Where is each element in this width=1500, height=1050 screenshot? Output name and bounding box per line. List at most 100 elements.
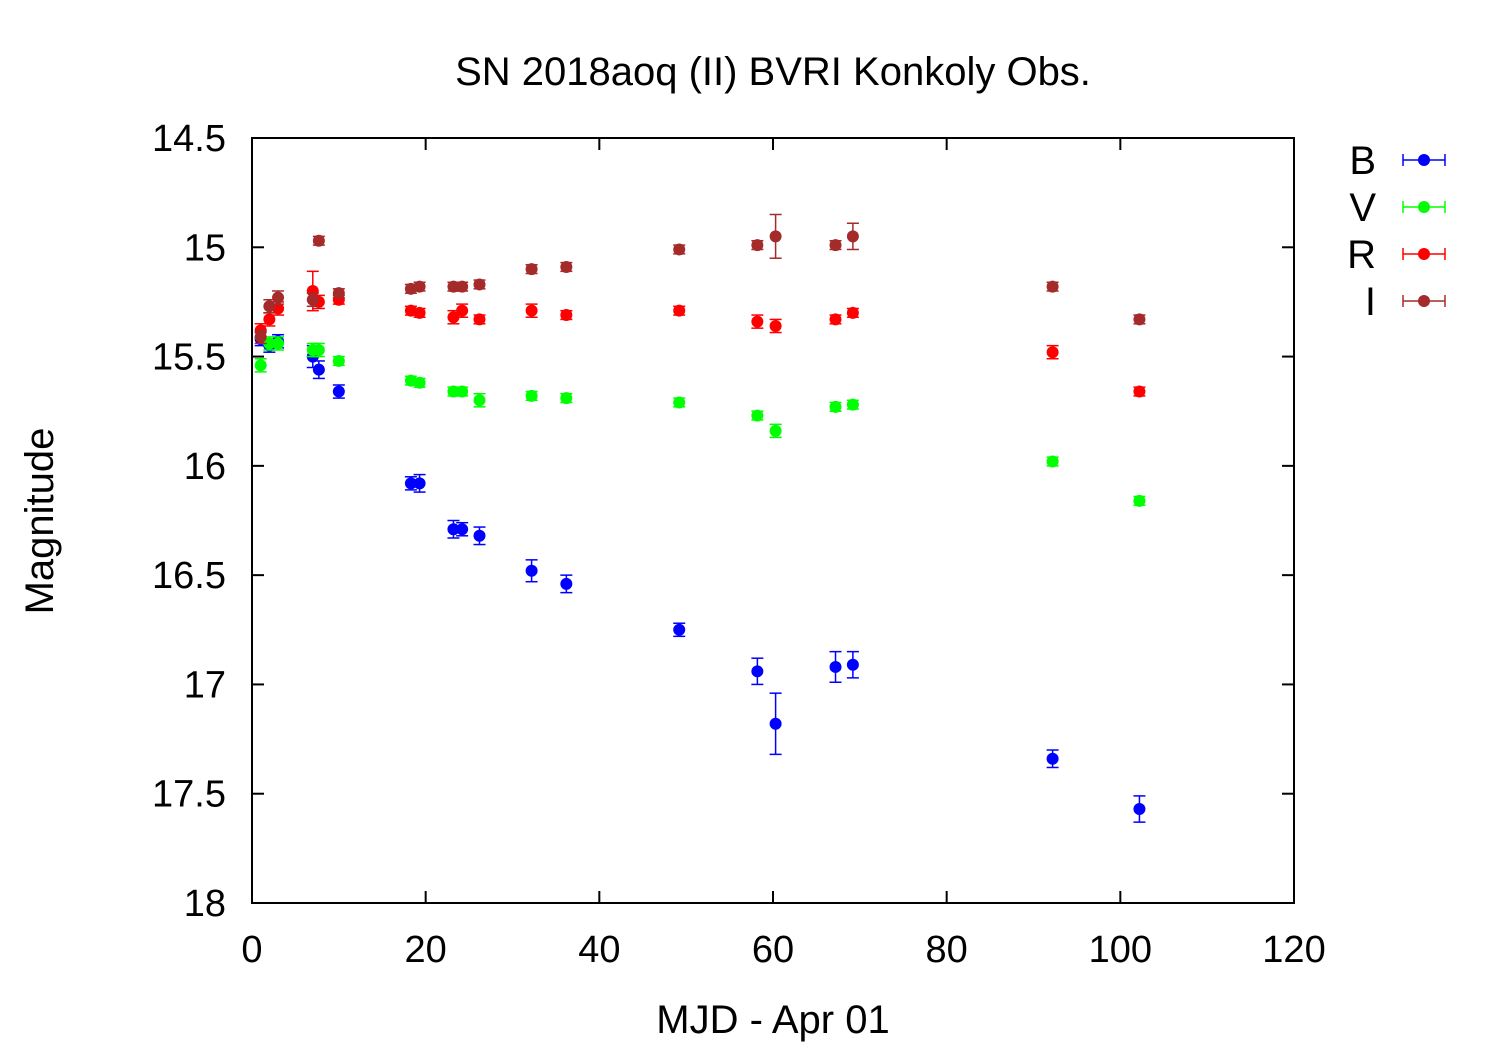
data-point (1046, 280, 1059, 293)
data-point (846, 658, 859, 671)
data-point (769, 230, 782, 243)
data-point (332, 385, 345, 398)
data-point (751, 409, 764, 422)
data-point (829, 239, 842, 252)
data-point (1046, 455, 1059, 468)
data-point (473, 278, 486, 291)
legend-label: R (1347, 233, 1376, 277)
data-point (413, 477, 426, 490)
data-point (272, 291, 285, 304)
x-tick-label: 120 (1262, 929, 1325, 971)
data-point (846, 230, 859, 243)
chart-title: SN 2018aoq (II) BVRI Konkoly Obs. (455, 50, 1091, 94)
y-tick-label: 16 (184, 446, 226, 488)
data-point (769, 424, 782, 437)
data-point (456, 523, 469, 536)
y-tick-label: 14.5 (152, 118, 226, 160)
data-point (560, 577, 573, 590)
data-point (751, 315, 764, 328)
legend-label: I (1365, 280, 1376, 324)
data-point (413, 280, 426, 293)
data-point (456, 280, 469, 293)
data-point (525, 564, 538, 577)
data-point (447, 385, 460, 398)
data-point (1133, 385, 1146, 398)
x-tick-label: 20 (405, 929, 447, 971)
data-point (560, 260, 573, 273)
legend-label: V (1349, 186, 1376, 230)
y-tick-label: 18 (184, 883, 226, 925)
data-point (272, 337, 285, 350)
data-point (1046, 752, 1059, 765)
x-tick-label: 100 (1089, 929, 1152, 971)
legend-marker (1418, 295, 1430, 307)
data-point (456, 385, 469, 398)
series-r (254, 270, 1146, 398)
data-point (332, 354, 345, 367)
data-point (306, 285, 319, 297)
data-point (312, 234, 325, 247)
series-b (254, 331, 1146, 823)
data-point (1133, 313, 1146, 326)
data-point (1133, 803, 1146, 816)
series-v (254, 336, 1146, 507)
legend-marker (1418, 201, 1430, 213)
data-point (829, 400, 842, 413)
data-point (769, 319, 782, 332)
data-point (332, 287, 345, 300)
x-axis-label: MJD - Apr 01 (656, 998, 889, 1042)
data-point (263, 313, 276, 326)
data-point (447, 523, 460, 536)
data-point (263, 337, 276, 350)
data-point (447, 311, 460, 324)
x-tick-label: 0 (241, 929, 262, 971)
data-point (404, 477, 417, 490)
data-point (673, 396, 686, 409)
data-point (447, 280, 460, 293)
data-point (751, 239, 764, 252)
y-tick-label: 15 (184, 227, 226, 269)
data-point (829, 660, 842, 673)
x-axis: 0 20 40 60 80 100 120 (241, 138, 1326, 971)
y-tick-label: 17 (184, 664, 226, 706)
data-point (846, 398, 859, 411)
series-i (254, 213, 1146, 345)
data-point (254, 359, 267, 372)
x-tick-label: 60 (752, 929, 794, 971)
data-point (560, 309, 573, 322)
data-point (525, 263, 538, 276)
data-point (413, 376, 426, 389)
y-axis: 14.5 15 15.5 16 16.5 17 17.5 18 (152, 118, 1294, 925)
plot-frame (251, 137, 1295, 904)
data-point (673, 243, 686, 256)
data-point (846, 306, 859, 319)
y-axis-label: Magnitude (18, 428, 62, 615)
y-tick-label: 15.5 (152, 337, 226, 379)
data-point (263, 300, 276, 313)
data-point (673, 623, 686, 636)
data-point (751, 665, 764, 678)
data-point (306, 293, 319, 306)
data-point (473, 529, 486, 542)
data-point (769, 717, 782, 730)
data-point (525, 304, 538, 317)
x-tick-label: 80 (926, 929, 968, 971)
data-point (1133, 494, 1146, 507)
data-point (312, 344, 325, 357)
data-point (473, 313, 486, 326)
y-tick-label: 16.5 (152, 555, 226, 597)
data-point (1046, 346, 1059, 359)
legend-marker (1418, 154, 1430, 166)
data-point (456, 304, 469, 317)
data-point (560, 392, 573, 405)
data-point (525, 389, 538, 402)
data-point (673, 304, 686, 317)
y-tick-label: 17.5 (152, 774, 226, 816)
x-tick-label: 40 (578, 929, 620, 971)
data-point (413, 306, 426, 319)
data-point (312, 363, 325, 376)
data-point (254, 330, 267, 343)
data-point (829, 313, 842, 326)
data-point (473, 394, 486, 407)
